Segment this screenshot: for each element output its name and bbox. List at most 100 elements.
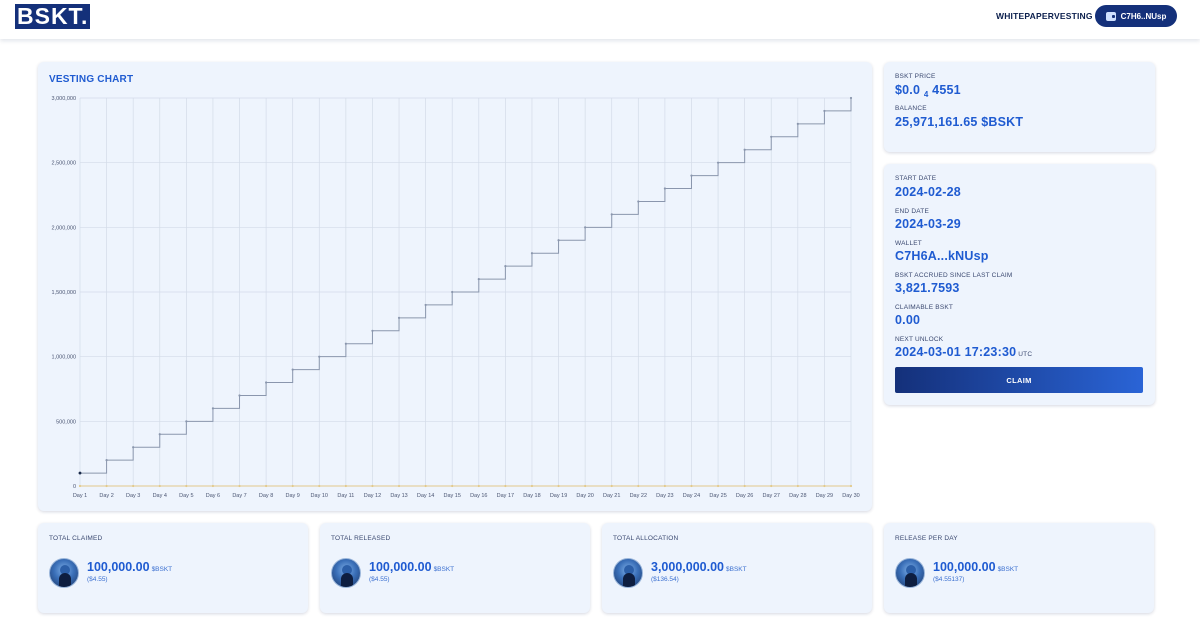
stat-value: 100,000.00 $BSKT <box>933 560 1018 574</box>
x-tick-label: Day 5 <box>179 493 193 499</box>
data-point <box>371 484 374 488</box>
data-point <box>344 342 347 345</box>
data-point <box>158 484 161 488</box>
vesting-chart-card: VESTING CHART 0 500,000 1,000,000 1,500,000… <box>38 62 872 511</box>
y-tick-label: 2,500,000 <box>52 161 76 167</box>
data-point <box>823 484 826 488</box>
data-point <box>530 252 534 255</box>
data-point <box>530 484 534 488</box>
y-tick-label: 500,000 <box>56 419 76 425</box>
data-point <box>185 484 188 488</box>
x-tick-label: Day 9 <box>286 493 300 499</box>
data-point <box>185 420 188 423</box>
stat-card-total-allocation: TOTAL ALLOCATION 3,000,000.00 $BSKT ($136… <box>602 523 872 613</box>
stat-label: TOTAL RELEASED <box>331 535 391 542</box>
stat-label: TOTAL CLAIMED <box>49 535 103 542</box>
data-point <box>397 316 401 319</box>
y-tick-label: 1,500,000 <box>52 290 76 296</box>
x-tick-label: Day 11 <box>337 493 354 499</box>
stat-amount: 3,000,000.00 <box>651 560 724 574</box>
claim-button[interactable]: CLAIM <box>895 367 1143 393</box>
y-tick-label: 3,000,000 <box>52 96 76 102</box>
wallet-icon <box>1105 11 1116 21</box>
data-point <box>265 381 268 384</box>
accrued-label: BSKT ACCRUED SINCE LAST CLAIM <box>895 272 1013 279</box>
stat-unit: $BSKT <box>433 566 455 573</box>
data-point <box>743 484 746 488</box>
x-tick-label: Day 8 <box>259 493 273 499</box>
wallet-value: C7H6A...kNUsp <box>895 249 989 263</box>
data-point <box>504 484 507 488</box>
data-point <box>716 161 720 164</box>
data-point <box>663 484 666 488</box>
balance-label: BALANCE <box>895 105 927 112</box>
stat-value: 3,000,000.00 $BSKT <box>651 560 747 574</box>
x-tick-label: Day 14 <box>417 493 434 499</box>
nav-whitepaper-link[interactable]: WHITEPAPER <box>996 11 1055 21</box>
x-tick-label: Day 6 <box>206 493 220 499</box>
timezone-label: UTC <box>1018 351 1033 358</box>
data-point <box>770 135 773 138</box>
stat-usd-value: ($136.54) <box>651 576 679 583</box>
data-point <box>557 239 560 242</box>
data-point <box>424 484 427 488</box>
stat-amount: 100,000.00 <box>369 560 432 574</box>
data-point <box>610 213 613 216</box>
x-tick-label: Day 3 <box>126 493 140 499</box>
data-point <box>318 484 321 488</box>
x-tick-label: Day 19 <box>550 493 567 499</box>
stat-card-total-released: TOTAL RELEASED 100,000.00 $BSKT ($4.55) <box>320 523 590 613</box>
x-tick-label: Day 22 <box>630 493 647 499</box>
top-nav-bar: BSKT. WHITEPAPER VESTING C7H6..NUsp <box>0 0 1200 39</box>
x-tick-label: Day 17 <box>497 493 514 499</box>
vesting-chart: 0 500,000 1,000,000 1,500,000 2,000,000 2,500… <box>52 96 860 499</box>
token-avatar <box>895 558 925 588</box>
data-point <box>477 277 480 281</box>
x-tick-label: Day 15 <box>443 493 460 499</box>
next-unlock-value: 2024-03-01 17:23:30 UTC <box>895 345 1032 359</box>
x-tick-label: Day 16 <box>470 493 487 499</box>
x-tick-label: Day 27 <box>763 493 780 499</box>
data-point <box>291 368 294 371</box>
token-avatar <box>613 558 643 588</box>
data-point <box>796 122 799 125</box>
data-point <box>105 459 108 462</box>
stat-unit: $BSKT <box>151 566 173 573</box>
price-card: BSKT PRICE $0.0 4 4551 BALANCE 25,971,16… <box>884 62 1155 152</box>
data-point <box>610 484 613 488</box>
data-point <box>504 265 507 268</box>
vesting-info-card: START DATE 2024-02-28 END DATE 2024-03-2… <box>884 164 1155 405</box>
nav-vesting-link[interactable]: VESTING <box>1054 11 1093 21</box>
wallet-button-label: C7H6..NUsp <box>1120 11 1167 21</box>
stat-label: RELEASE PER DAY <box>895 535 958 542</box>
data-point <box>265 484 268 488</box>
y-tick-label: 0 <box>73 484 76 490</box>
data-point <box>105 484 108 488</box>
x-tick-label: Day 23 <box>656 493 673 499</box>
next-unlock-time: 2024-03-01 17:23:30 <box>895 345 1017 359</box>
stat-unit: $BSKT <box>997 566 1019 573</box>
data-point <box>238 394 241 397</box>
data-point <box>318 355 321 358</box>
token-avatar <box>331 558 361 588</box>
x-tick-label: Day 7 <box>232 493 246 499</box>
x-tick-label: Day 24 <box>683 493 700 499</box>
data-point <box>211 484 215 488</box>
bskt-logo[interactable]: BSKT. <box>15 3 90 29</box>
x-tick-label: Day 10 <box>311 493 328 499</box>
data-point <box>663 187 666 190</box>
wallet-connect-button[interactable]: C7H6..NUsp <box>1095 5 1177 27</box>
stat-usd-value: ($4.55) <box>87 576 108 583</box>
x-tick-label: Day 28 <box>789 493 806 499</box>
stat-unit: $BSKT <box>726 566 747 573</box>
data-point <box>451 484 454 488</box>
claimable-label: CLAIMABLE BSKT <box>895 304 954 311</box>
balance-value: 25,971,161.65 $BSKT <box>895 115 1024 129</box>
x-tick-label: Day 13 <box>390 493 407 499</box>
data-point <box>238 484 241 488</box>
stat-value: 100,000.00 $BSKT <box>87 560 172 574</box>
data-point <box>397 484 401 488</box>
data-point <box>78 471 82 475</box>
start-date-value: 2024-02-28 <box>895 185 961 199</box>
claimable-value: 0.00 <box>895 313 921 327</box>
